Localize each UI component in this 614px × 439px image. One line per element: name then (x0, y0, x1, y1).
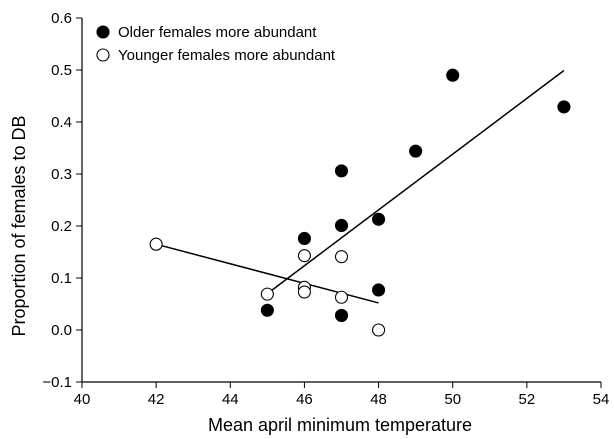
y-tick-label: 0.3 (51, 166, 72, 183)
axes: 40 42 44 46 48 50 52 54 −0.1 0.0 0.1 0.2 0.3 0.4 0.5 0.… (42, 10, 609, 408)
point-younger-females (334, 290, 349, 304)
x-axis-title: Mean april minimum temperature (208, 415, 472, 435)
legend: Older females more abundant Younger femal… (96, 24, 336, 64)
point-younger-females (297, 249, 311, 263)
x-tick-label: 48 (370, 391, 387, 408)
point-older-females (334, 218, 349, 233)
legend-marker-series-2 (96, 48, 110, 62)
x-tick-label: 54 (593, 391, 610, 408)
trendline-series-1 (266, 69, 565, 295)
y-tick-label: 0.4 (51, 114, 72, 131)
trendlines (155, 69, 565, 304)
point-younger-females (297, 285, 311, 299)
y-tick-label: 0.5 (51, 62, 72, 79)
point-older-females (334, 164, 349, 178)
y-tick-label: −0.1 (42, 374, 72, 391)
data-markers (149, 68, 571, 337)
x-tick-label: 52 (519, 391, 536, 408)
x-tick-label: 40 (74, 391, 91, 408)
legend-label-series-1: Older females more abundant (118, 24, 317, 41)
point-older-females (446, 68, 460, 82)
point-older-females (409, 144, 423, 158)
point-older-females (557, 100, 571, 114)
y-tick-label: 0.1 (51, 270, 72, 287)
x-tick-label: 50 (444, 391, 461, 408)
point-older-females (372, 212, 386, 226)
y-tick-label: 0.0 (51, 322, 72, 339)
legend-label-series-2: Younger females more abundant (118, 47, 336, 64)
point-older-females (334, 308, 349, 322)
legend-marker-series-1 (96, 25, 110, 39)
y-tick-label: 0.2 (51, 218, 72, 235)
x-tick-label: 46 (296, 391, 313, 408)
point-older-females (297, 231, 311, 246)
y-tick-label: 0.6 (51, 10, 72, 27)
point-younger-females (372, 323, 386, 337)
point-older-females (260, 303, 274, 317)
x-tick-label: 42 (148, 391, 165, 408)
x-tick-label: 44 (222, 391, 239, 408)
y-axis-title: Proportion of females to DB (9, 115, 29, 336)
point-older-females (372, 283, 386, 297)
point-younger-females (334, 250, 349, 264)
point-younger-females (149, 237, 163, 251)
point-younger-females (260, 287, 274, 301)
